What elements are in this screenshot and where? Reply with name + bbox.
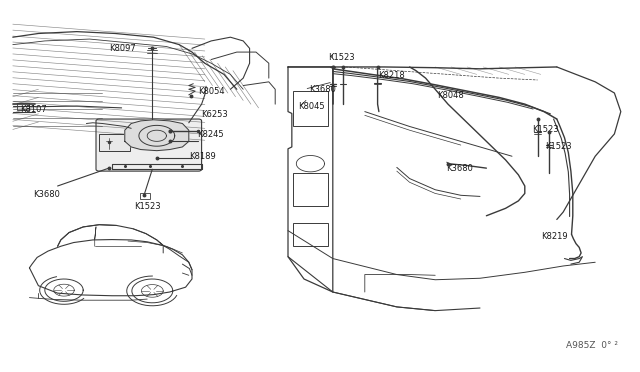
Text: K8048: K8048 xyxy=(437,92,464,100)
Bar xyxy=(140,193,150,199)
Text: K1523: K1523 xyxy=(134,202,161,211)
Text: K8045: K8045 xyxy=(298,102,325,111)
Text: K3680: K3680 xyxy=(309,85,336,94)
Polygon shape xyxy=(125,120,189,151)
Text: K8219: K8219 xyxy=(541,232,568,241)
Bar xyxy=(293,91,328,126)
Text: K6253: K6253 xyxy=(202,110,228,119)
Text: K8245: K8245 xyxy=(197,130,224,139)
Text: K1523: K1523 xyxy=(545,142,572,151)
Text: A985Z  0° ²: A985Z 0° ² xyxy=(566,341,618,350)
Text: K1523: K1523 xyxy=(328,53,355,62)
Text: K8107: K8107 xyxy=(20,105,47,114)
Bar xyxy=(293,173,328,206)
Text: K3680: K3680 xyxy=(446,164,473,173)
Text: K3680: K3680 xyxy=(33,190,60,199)
Bar xyxy=(99,134,130,151)
Text: K1523: K1523 xyxy=(532,125,559,134)
Bar xyxy=(17,103,29,110)
Text: K8189: K8189 xyxy=(189,153,216,161)
Text: K8097: K8097 xyxy=(109,44,136,53)
Text: K8218: K8218 xyxy=(378,71,405,80)
FancyBboxPatch shape xyxy=(96,119,202,171)
Text: K8054: K8054 xyxy=(198,87,225,96)
Bar xyxy=(293,223,328,246)
